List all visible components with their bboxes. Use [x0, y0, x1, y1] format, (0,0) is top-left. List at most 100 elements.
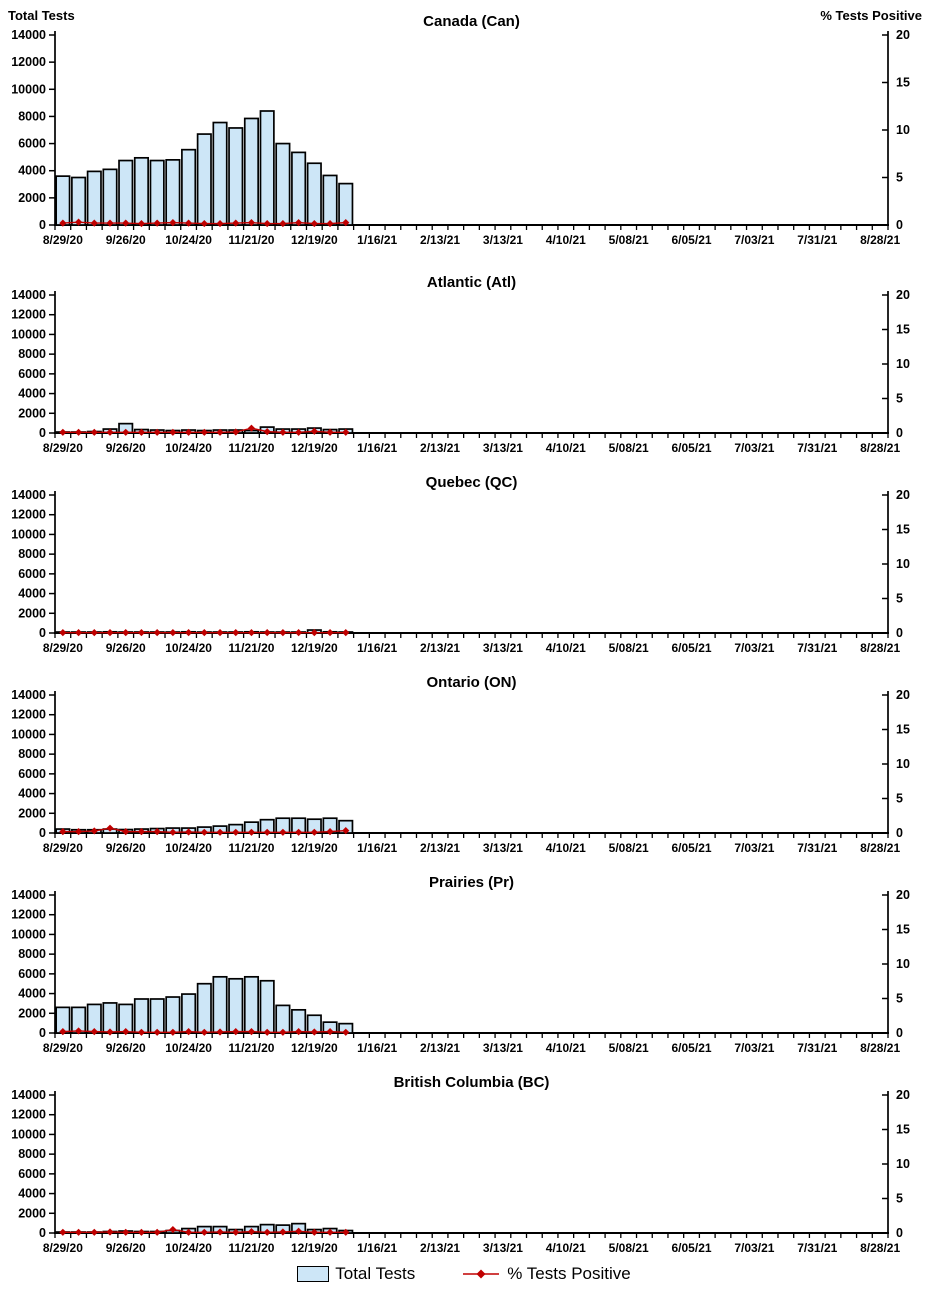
diamond-marker [184, 428, 193, 436]
svg-text:5/08/21: 5/08/21 [609, 641, 649, 655]
svg-text:7/31/21: 7/31/21 [797, 1241, 837, 1255]
svg-text:0: 0 [39, 426, 46, 440]
bar [181, 993, 197, 1034]
svg-text:2000: 2000 [18, 1006, 46, 1020]
diamond-marker [106, 1228, 114, 1236]
svg-text:8/28/21: 8/28/21 [860, 233, 900, 247]
svg-text:8/28/21: 8/28/21 [860, 441, 900, 455]
diamond-marker [232, 1028, 240, 1036]
svg-text:2/13/21: 2/13/21 [420, 1041, 460, 1055]
svg-text:6/05/21: 6/05/21 [672, 441, 712, 455]
chart-prairies: 0 2000 4000 6000 8000 10000 12000 14000 0 5 10 15 20… [0, 862, 928, 1062]
svg-text:3/13/21: 3/13/21 [483, 441, 523, 455]
diamond-marker [326, 219, 334, 228]
bar [291, 151, 307, 226]
svg-text:5/08/21: 5/08/21 [609, 441, 649, 455]
right-axis-title: % Tests Positive [820, 8, 922, 23]
svg-text:4/10/21: 4/10/21 [546, 1241, 586, 1255]
svg-text:9/26/20: 9/26/20 [106, 1041, 146, 1055]
diamond-marker [106, 1028, 114, 1036]
bar [133, 156, 149, 226]
svg-text:6000: 6000 [18, 767, 46, 781]
svg-text:20: 20 [896, 28, 910, 42]
pct-positive-marker-icon [463, 1269, 500, 1279]
svg-text:12/19/20: 12/19/20 [291, 441, 338, 455]
diamond-marker [216, 219, 224, 228]
bar [71, 176, 87, 226]
diamond-marker [106, 629, 114, 637]
svg-text:5: 5 [896, 792, 903, 806]
svg-text:7/03/21: 7/03/21 [734, 841, 774, 855]
svg-text:6/05/21: 6/05/21 [672, 841, 712, 855]
svg-text:0: 0 [896, 826, 903, 840]
svg-text:9/26/20: 9/26/20 [106, 841, 146, 855]
diamond-marker [263, 219, 271, 228]
total-tests-swatch-icon [297, 1266, 330, 1282]
svg-text:1/16/21: 1/16/21 [357, 233, 397, 247]
diamond-marker [184, 1028, 193, 1036]
legend-label-total-tests: Total Tests [335, 1264, 416, 1283]
diamond-marker [169, 1225, 177, 1234]
bar [322, 174, 338, 226]
svg-text:2/13/21: 2/13/21 [420, 641, 460, 655]
diamond-marker [326, 1028, 334, 1036]
svg-text:12000: 12000 [11, 708, 46, 722]
diamond-marker [90, 629, 98, 637]
chart-british-columbia: 0 2000 4000 6000 8000 10000 12000 14000 0 5 10 15 20… [0, 1062, 928, 1262]
svg-text:8/29/20: 8/29/20 [43, 441, 83, 455]
svg-text:5: 5 [896, 392, 903, 406]
diamond-marker [326, 629, 334, 637]
svg-text:1/16/21: 1/16/21 [357, 441, 397, 455]
svg-text:3/13/21: 3/13/21 [483, 841, 523, 855]
svg-text:10: 10 [896, 757, 910, 771]
bar [149, 998, 165, 1034]
svg-text:0: 0 [39, 626, 46, 640]
svg-text:15: 15 [896, 523, 910, 537]
svg-text:8/28/21: 8/28/21 [860, 1041, 900, 1055]
svg-text:10/24/20: 10/24/20 [165, 1241, 212, 1255]
diamond-marker [184, 629, 193, 637]
svg-text:2/13/21: 2/13/21 [420, 1241, 460, 1255]
diamond-marker [279, 219, 287, 228]
chart-ontario-plot: 0 2000 4000 6000 8000 10000 12000 14000 0 5 10 15 20… [11, 688, 910, 855]
svg-text:6/05/21: 6/05/21 [672, 233, 712, 247]
diamond-marker [342, 219, 350, 227]
diamond-marker [122, 428, 130, 436]
svg-text:15: 15 [896, 723, 910, 737]
diamond-marker [232, 219, 240, 227]
diamond-marker [153, 1228, 161, 1236]
diamond-marker [169, 629, 177, 637]
bar [212, 975, 228, 1034]
svg-text:2/13/21: 2/13/21 [420, 233, 460, 247]
markers-pct-positive [59, 1225, 350, 1236]
svg-text:4000: 4000 [18, 387, 46, 401]
svg-text:15: 15 [896, 1123, 910, 1137]
svg-text:12/19/20: 12/19/20 [291, 233, 338, 247]
bar [102, 168, 118, 226]
diamond-marker [137, 629, 146, 637]
bar [243, 117, 260, 226]
diamond-marker [90, 428, 98, 436]
diamond-marker [342, 1228, 350, 1236]
chart-british-columbia-plot: 0 2000 4000 6000 8000 10000 12000 14000 0 5 10 15 20… [11, 1088, 910, 1255]
diamond-marker [200, 428, 208, 436]
svg-text:8000: 8000 [18, 947, 46, 961]
diamond-marker [200, 629, 208, 637]
chart-canada: 0 2000 4000 6000 8000 10000 12000 14000 0 5 10 15 20… [0, 0, 928, 262]
bar [86, 170, 102, 226]
svg-text:6000: 6000 [18, 367, 46, 381]
diamond-marker [137, 428, 146, 436]
svg-text:4/10/21: 4/10/21 [546, 641, 586, 655]
svg-text:2000: 2000 [18, 806, 46, 820]
diamond-marker [216, 828, 224, 836]
svg-text:4000: 4000 [18, 164, 46, 178]
svg-text:15: 15 [896, 76, 910, 90]
diamond-marker [216, 629, 224, 637]
diamond-marker [74, 629, 83, 637]
diamond-marker [279, 1228, 287, 1236]
svg-text:8000: 8000 [18, 347, 46, 361]
svg-text:7/31/21: 7/31/21 [797, 233, 837, 247]
diamond-marker [59, 1228, 67, 1236]
svg-text:0: 0 [896, 626, 903, 640]
diamond-marker [122, 219, 130, 227]
